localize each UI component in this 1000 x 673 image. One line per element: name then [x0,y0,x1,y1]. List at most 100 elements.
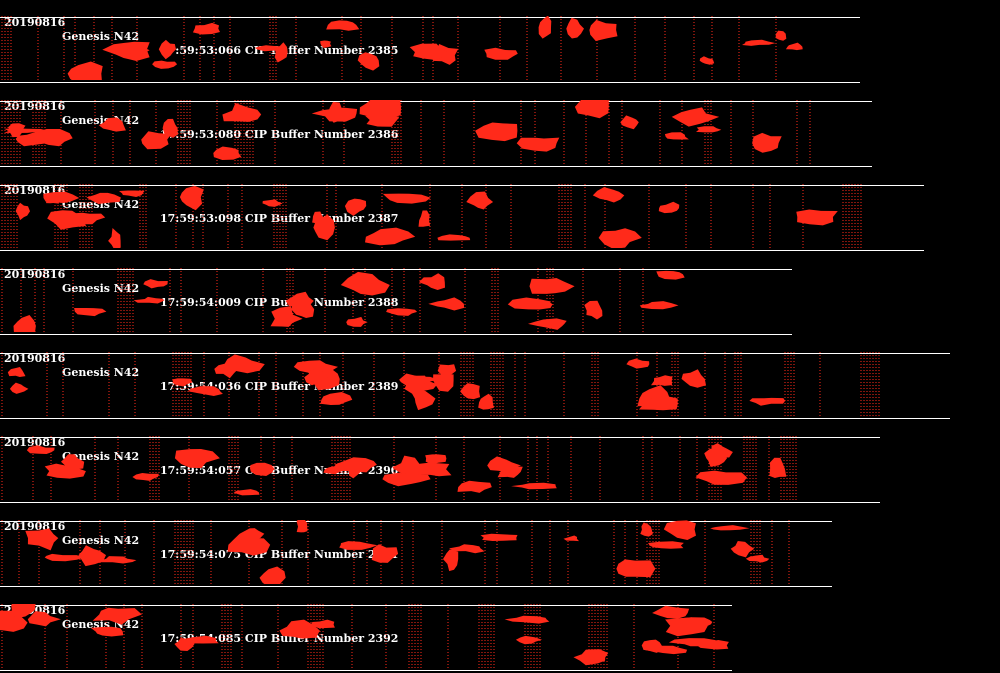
strip-header: 20190816 Genesis N42 17:59:53:098 CIP Bu… [4,170,398,225]
strip-time-label: 17:59:53:080 CIP Buffer Number 2386 [160,128,399,141]
particle-blob [574,100,609,119]
particle-blob [410,389,436,411]
strip-top-rule [0,521,832,522]
particle-blob [775,30,787,41]
particle-blob [696,126,722,133]
strip-probe: Genesis N42 [62,366,140,379]
particle-blob [656,270,685,280]
strip-top-rule [0,353,950,354]
strip-header: 20190816 Genesis N42 17:59:54:075 CIP Bu… [4,506,398,561]
strip-probe: Genesis N42 [62,534,140,547]
particle-blob [516,137,560,152]
particle-blob [671,107,720,127]
particle-blob [187,386,223,396]
particle-blob [9,382,29,394]
particle-image-svg [1,268,685,332]
particle-blob [213,146,242,160]
buffer-strip: 20190816 Genesis N42 17:59:53:066 CIP Bu… [0,0,1000,84]
particle-blob [749,397,786,406]
particle-blob [183,635,219,644]
particle-blob [478,393,494,410]
strip-bottom-rule [0,166,872,167]
particle-blob [704,448,728,467]
particle-blob [620,115,639,130]
particle-blob [78,545,106,567]
particle-blob [320,40,332,48]
strip-header: 20190816 Genesis N42 17:59:54:057 CIP Bu… [4,422,398,477]
particle-blob [507,297,553,310]
particle-blob [67,61,103,80]
particle-blob [745,554,770,563]
particle-blob [515,635,542,645]
particle-blob [141,131,172,150]
particle-blob [365,227,416,246]
particle-blob [227,533,271,556]
particle-blob [658,201,680,214]
strip-header: 20190816 Genesis N42 17:59:54:036 CIP Bu… [4,338,398,393]
particle-blob [418,210,431,227]
buffer-strip: 20190816 Genesis N42 17:59:54:036 CIP Bu… [0,336,1000,420]
particle-blob [371,544,399,563]
particle-image-svg [0,604,729,668]
particle-blob [26,445,55,454]
particle-blob [119,190,145,197]
particle-blob [74,308,107,317]
particle-blob [584,300,603,320]
particle-blob [296,520,308,533]
particle-blob [61,454,85,470]
strip-probe: Genesis N42 [62,30,140,43]
particle-blob [7,367,26,377]
particle-blob [152,60,178,69]
particle-blob [785,42,803,51]
particle-blob [340,271,390,296]
particle-blob [15,202,30,221]
particle-image-frame [0,604,732,668]
particle-blob [699,56,715,65]
particle-blob [457,480,492,493]
particle-blob [475,122,518,142]
strip-header: 20190816 Genesis N42 17:59:54:085 CIP Bu… [4,590,398,645]
particle-blob [162,118,178,138]
particle-blob [90,626,124,637]
strip-bottom-rule [0,586,832,587]
particle-blob [304,369,328,386]
particle-blob [626,358,650,369]
particle-blob [86,192,121,204]
particle-blob [344,198,367,216]
particle-blob [279,619,320,639]
strip-probe: Genesis N42 [62,282,140,295]
particle-blob [409,43,448,61]
buffer-strip: 20190816 Genesis N42 17:59:54:075 CIP Bu… [0,504,1000,588]
particle-blob [27,611,61,627]
particle-blob [616,559,656,578]
particle-blob [563,535,579,542]
strip-top-rule [0,269,792,270]
strip-bottom-rule [0,670,732,671]
strip-top-rule [0,605,732,606]
particle-blob [638,395,678,411]
particle-image-svg [1,184,862,248]
particle-blob [418,273,445,290]
particle-blob [392,455,421,479]
particle-blob [174,449,220,469]
particle-blob [487,456,521,475]
particle-blob [589,19,618,41]
particle-blob [730,541,755,558]
particle-image-svg [1,100,811,164]
particle-blob [259,566,286,584]
particle-blob [639,301,679,310]
particle-blob [592,187,625,203]
particle-blob [648,541,684,549]
particle-blob [665,617,708,637]
particle-blob [484,47,518,60]
particle-blob [255,45,286,52]
particle-blob [158,39,176,60]
particle-image-frame [0,16,815,80]
particle-blob [132,473,159,481]
particle-image-svg [1,436,797,500]
particle-blob [538,16,552,39]
particle-blob [742,39,776,46]
particle-blob [15,131,54,147]
particle-blob [428,297,465,311]
particle-blob [44,463,86,479]
